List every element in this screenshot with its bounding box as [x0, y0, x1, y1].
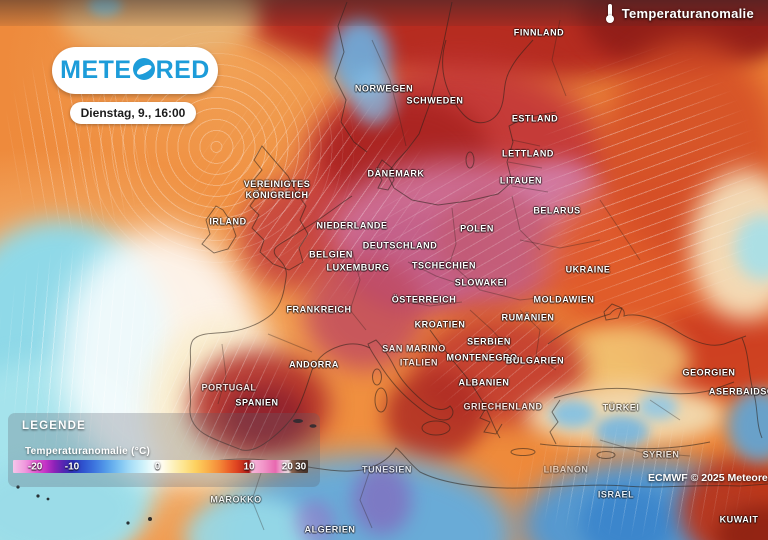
- legend-colorbar: [13, 460, 308, 473]
- legend-tick-0: 0: [154, 461, 161, 472]
- legend-colorbar-wrap: -20 -10 0 10 20 30: [13, 460, 308, 473]
- legend-panel: LEGENDE Temperaturanomalie (°C) -20 -10 0 1…: [8, 413, 320, 487]
- forecast-time-text: Dienstag, 9., 16:00: [80, 106, 186, 120]
- legend-title: LEGENDE: [22, 420, 86, 432]
- top-overlay-strip: [0, 0, 768, 26]
- forecast-time-badge: Dienstag, 9., 16:00: [70, 102, 196, 124]
- legend-tick--20: -20: [27, 461, 43, 472]
- attribution-text: ECMWF © 2025 Meteored: [648, 472, 768, 484]
- layer-title: Temperaturanomalie: [605, 4, 754, 23]
- legend-tick-30: 30: [295, 461, 307, 472]
- legend-tick--10: -10: [64, 461, 80, 472]
- layer-title-text: Temperaturanomalie: [621, 6, 754, 21]
- legend-ticks: -20 -10 0 10 20 30: [13, 460, 308, 473]
- meteored-logo[interactable]: METE RED: [52, 47, 218, 94]
- meteored-logo-text: METE RED: [60, 56, 210, 84]
- legend-tick-20: 20: [281, 461, 293, 472]
- thermometer-icon: [605, 4, 615, 23]
- meteored-o-icon: [132, 58, 155, 80]
- legend-tick-10: 10: [243, 461, 255, 472]
- legend-scale-label: Temperaturanomalie (°C): [25, 446, 151, 457]
